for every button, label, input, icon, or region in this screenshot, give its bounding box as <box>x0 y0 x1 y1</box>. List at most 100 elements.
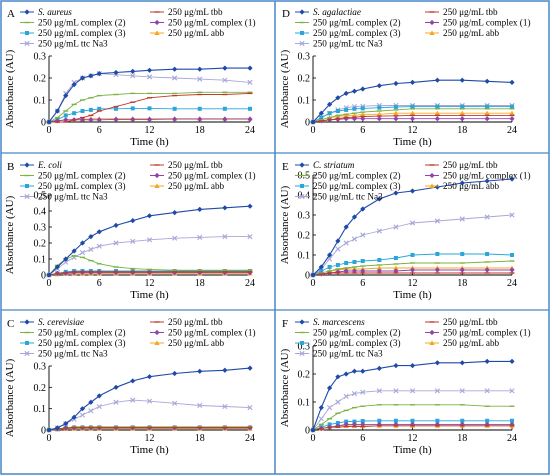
series-complex2 <box>310 108 515 123</box>
data-point <box>79 75 86 81</box>
legend-entry-complex2: 250 μg/mL complex (2) <box>295 171 401 181</box>
legend-label: 250 μg/mL complex (2) <box>313 18 401 28</box>
data-point <box>510 104 514 109</box>
series-line <box>48 91 250 123</box>
data-point <box>351 112 358 118</box>
data-point <box>344 419 349 424</box>
legend-label: 250 μg/mL ttc Na3 <box>313 39 383 49</box>
data-point <box>197 206 203 212</box>
data-point <box>435 418 440 423</box>
data-point <box>484 214 490 220</box>
data-point <box>197 234 203 240</box>
panel-letter: B <box>7 161 14 173</box>
series-complex3 <box>311 104 514 124</box>
y-tick-label: 0.1 <box>298 398 311 409</box>
y-tick-label: 0.2 <box>34 74 47 85</box>
data-point <box>71 248 77 254</box>
data-point <box>172 370 178 377</box>
data-point <box>63 256 69 262</box>
data-point <box>352 106 357 111</box>
legend-entry-abb: 250 μg/mL abb <box>425 181 500 191</box>
legend-entry-organism: S. agalactiae <box>295 7 361 17</box>
y-axis-title: Absorbance (AU) <box>279 348 291 427</box>
legend-swatch-marker <box>300 184 304 188</box>
data-point <box>222 106 227 111</box>
x-axis-title: Time (h) <box>130 444 169 456</box>
data-point <box>146 116 153 122</box>
data-point <box>88 73 94 79</box>
data-point <box>409 110 416 116</box>
y-tick-label: 0 <box>305 271 310 282</box>
data-point <box>459 180 465 186</box>
y-tick-label: 0.1 <box>298 96 311 107</box>
x-tick-label: 6 <box>97 125 102 136</box>
legend-swatch-marker <box>429 19 435 26</box>
data-point <box>310 272 316 278</box>
data-point <box>96 243 102 249</box>
legend-label: 250 μg/mL complex (1) <box>443 171 531 181</box>
legend-entry-complex3: 250 μg/mL complex (3) <box>295 338 401 348</box>
data-point <box>130 68 136 74</box>
data-point <box>146 74 153 80</box>
legend-label: 250 μg/mL tbb <box>168 317 223 327</box>
data-point <box>484 116 490 122</box>
data-point <box>509 116 515 122</box>
data-point <box>377 105 382 110</box>
data-point <box>96 270 102 276</box>
data-point <box>319 115 324 120</box>
data-point <box>222 403 228 410</box>
data-point <box>113 399 119 405</box>
legend-swatch-marker <box>24 40 30 47</box>
data-point <box>343 371 349 377</box>
legend-label: 250 μg/mL complex (1) <box>168 171 256 181</box>
legend-entry-ttc: 250 μg/mL ttc Na3 <box>295 349 383 359</box>
y-tick-label: 0 <box>305 118 310 129</box>
legend-entry-complex2: 250 μg/mL complex (2) <box>295 328 401 338</box>
data-point <box>172 270 178 276</box>
data-point <box>247 234 253 240</box>
data-point <box>326 252 333 258</box>
data-point <box>409 79 416 85</box>
data-point <box>509 212 515 218</box>
legend-label: 250 μg/mL abb <box>168 28 225 38</box>
data-point <box>409 116 416 122</box>
data-point <box>459 360 465 366</box>
legend-label: 250 μg/mL tbb <box>443 317 498 327</box>
data-point <box>88 234 94 240</box>
data-point <box>88 117 94 123</box>
data-point <box>343 393 349 399</box>
data-point <box>510 253 514 257</box>
data-point <box>79 240 86 246</box>
data-point <box>222 65 228 71</box>
data-point <box>509 388 515 394</box>
y-tick-label: 0 <box>305 426 310 437</box>
data-point <box>377 258 382 262</box>
data-point <box>146 374 153 380</box>
data-point <box>147 106 152 111</box>
data-point <box>335 95 341 101</box>
data-point <box>485 104 490 109</box>
legend-entry-abb: 250 μg/mL abb <box>150 28 225 38</box>
data-point <box>459 216 465 222</box>
y-tick-label: 0.2 <box>298 370 311 381</box>
legend-label: S. aureus <box>38 7 72 17</box>
data-point <box>310 427 316 433</box>
data-point <box>319 269 324 273</box>
y-tick-label: 0.2 <box>34 383 47 394</box>
data-point <box>130 106 135 111</box>
legend-entry-complex2: 250 μg/mL complex (2) <box>20 328 126 338</box>
legend-label: 250 μg/mL complex (1) <box>168 328 256 338</box>
y-tick-label: 0.1 <box>34 255 47 266</box>
legend-entry-complex2: 250 μg/mL complex (2) <box>20 18 126 28</box>
data-point <box>146 67 153 73</box>
x-tick-label: 18 <box>195 278 205 289</box>
legend-swatch-marker <box>299 193 305 200</box>
data-point <box>335 399 341 405</box>
y-axis-title: Absorbance (AU) <box>279 185 291 264</box>
data-point <box>393 110 399 116</box>
data-point <box>310 119 316 125</box>
data-point <box>172 235 178 241</box>
data-point <box>360 232 366 238</box>
legend-entry-tbb: 250 μg/mL tbb <box>425 160 498 170</box>
